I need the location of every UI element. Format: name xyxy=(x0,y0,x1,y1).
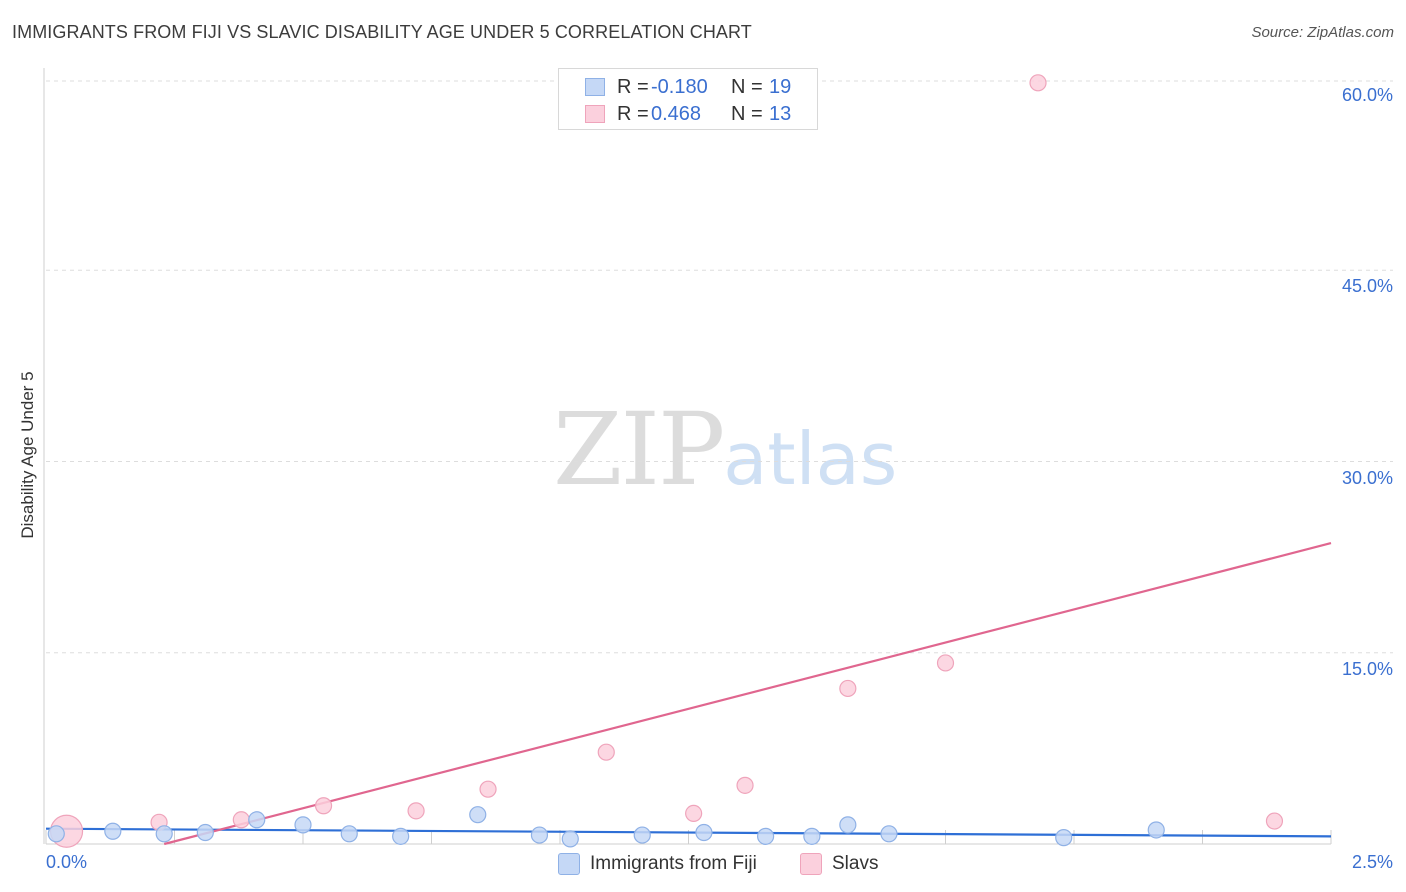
x-tick-label: 2.5% xyxy=(1351,852,1393,872)
x-tick-label: 0.0% xyxy=(46,852,88,872)
legend-swatch-slavs xyxy=(585,105,605,123)
point-fiji xyxy=(294,816,312,834)
point-fiji xyxy=(340,825,358,843)
legend-row-slavs: R = 0.468 N = 13 xyxy=(585,102,791,126)
point-slavs xyxy=(597,743,615,761)
point-fiji xyxy=(530,826,549,844)
point-fiji xyxy=(469,806,487,824)
watermark-atlas: atlas xyxy=(723,417,898,501)
source-credit: Source: ZipAtlas.com xyxy=(1251,24,1394,41)
zipatlas-watermark: ZIPatlas xyxy=(553,400,897,500)
bottom-legend-fiji[interactable]: Immigrants from Fiji xyxy=(558,852,757,876)
point-fiji xyxy=(47,825,65,843)
point-slavs xyxy=(1265,812,1284,830)
point-fiji xyxy=(561,830,579,848)
point-slavs xyxy=(1029,74,1047,92)
legend-r-value-slavs: 0.468 xyxy=(651,102,702,125)
watermark-zip: ZIP xyxy=(553,391,725,508)
point-fiji xyxy=(196,823,214,842)
point-fiji xyxy=(104,822,122,840)
point-slavs xyxy=(232,811,250,829)
point-fiji xyxy=(756,827,775,845)
axes xyxy=(43,68,1332,845)
bottom-legend-swatch-fiji xyxy=(558,853,580,875)
grid-lines xyxy=(46,80,1393,654)
point-fiji xyxy=(839,816,857,834)
legend-n-label: N = xyxy=(731,102,763,125)
point-fiji xyxy=(633,826,651,844)
legend-n-label: N = xyxy=(731,75,763,98)
legend-r-label: R = xyxy=(617,75,649,98)
point-slavs xyxy=(685,804,703,823)
point-fiji xyxy=(695,823,713,842)
legend-swatch-fiji xyxy=(585,78,605,96)
point-fiji xyxy=(803,827,821,845)
point-slavs xyxy=(936,654,955,672)
data-points xyxy=(47,74,1284,848)
point-slavs xyxy=(407,802,425,820)
trend-lines xyxy=(45,542,1332,846)
point-slavs xyxy=(479,780,497,798)
point-fiji xyxy=(392,827,410,845)
chart-title: IMMIGRANTS FROM FIJI VS SLAVIC DISABILIT… xyxy=(12,22,752,42)
correlation-legend: R = -0.180 N = 19 R = 0.468 N = 13 xyxy=(558,68,818,130)
y-tick-label: 45.0% xyxy=(1341,276,1393,297)
bottom-legend-swatch-slavs xyxy=(800,853,822,875)
point-fiji xyxy=(1147,821,1165,839)
trend-line-slavs xyxy=(163,542,1332,846)
y-tick-label: 60.0% xyxy=(1341,85,1393,105)
trend-line-fiji xyxy=(45,827,1332,838)
legend-r-value-fiji: -0.180 xyxy=(651,75,708,98)
y-tick-label: 15.0% xyxy=(1341,658,1393,679)
bottom-legend-slavs[interactable]: Slavs xyxy=(800,852,878,876)
legend-n-value-fiji: 19 xyxy=(769,75,792,98)
point-fiji xyxy=(1055,829,1073,847)
legend-n-value-slavs: 13 xyxy=(769,102,792,125)
point-slavs xyxy=(839,679,857,698)
point-fiji xyxy=(248,811,266,829)
legend-row-fiji: R = -0.180 N = 19 xyxy=(585,75,791,99)
legend-r-label: R = xyxy=(617,102,649,125)
point-slavs xyxy=(736,776,754,794)
point-fiji xyxy=(155,825,173,843)
bottom-legend-label-fiji: Immigrants from Fiji xyxy=(590,853,757,874)
point-slavs xyxy=(314,797,333,815)
bottom-legend-label-slavs: Slavs xyxy=(832,853,879,874)
y-tick-label: 30.0% xyxy=(1341,467,1393,488)
point-fiji xyxy=(880,825,898,843)
